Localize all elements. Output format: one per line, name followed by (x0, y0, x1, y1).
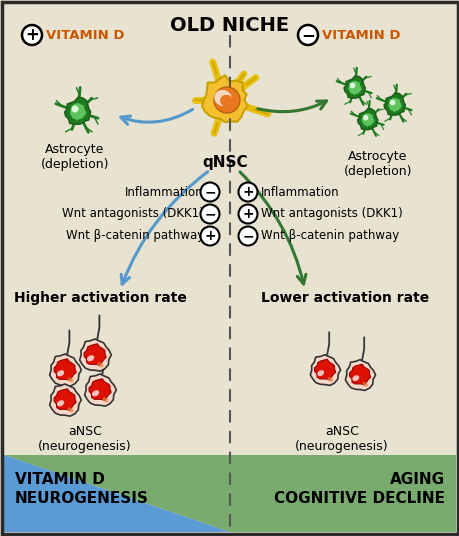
Polygon shape (54, 359, 76, 381)
Circle shape (71, 106, 78, 113)
Text: Higher activation rate: Higher activation rate (13, 291, 186, 305)
Circle shape (200, 227, 219, 245)
Text: Astrocyte
(depletion): Astrocyte (depletion) (41, 143, 109, 171)
Ellipse shape (67, 377, 73, 382)
Text: −: − (204, 207, 215, 221)
Circle shape (238, 182, 257, 202)
Polygon shape (310, 355, 340, 385)
FancyArrowPatch shape (121, 172, 207, 284)
Polygon shape (79, 339, 111, 371)
Polygon shape (65, 97, 90, 124)
Text: Inflammation: Inflammation (125, 185, 203, 198)
Polygon shape (383, 93, 404, 115)
Text: Wnt β-catenin pathway: Wnt β-catenin pathway (260, 229, 398, 242)
Ellipse shape (327, 377, 332, 382)
Text: −: − (300, 26, 314, 44)
Circle shape (200, 182, 219, 202)
Circle shape (238, 205, 257, 224)
Polygon shape (89, 379, 111, 400)
Circle shape (297, 25, 317, 45)
Text: +: + (241, 207, 253, 221)
Polygon shape (50, 384, 81, 416)
Polygon shape (4, 455, 230, 532)
Text: −: − (241, 229, 253, 243)
Polygon shape (347, 81, 361, 95)
Circle shape (238, 227, 257, 245)
Text: VITAMIN D: VITAMIN D (321, 28, 400, 41)
Polygon shape (349, 364, 370, 385)
Text: +: + (204, 229, 215, 243)
Text: VITAMIN D
NEUROGENESIS: VITAMIN D NEUROGENESIS (15, 472, 149, 505)
FancyArrowPatch shape (240, 172, 305, 284)
Circle shape (22, 25, 42, 45)
Polygon shape (54, 389, 76, 411)
Text: qNSC: qNSC (202, 155, 247, 170)
Text: +: + (241, 185, 253, 199)
FancyArrowPatch shape (257, 101, 326, 111)
Circle shape (389, 100, 395, 106)
Ellipse shape (102, 397, 108, 403)
Text: OLD NICHE: OLD NICHE (170, 16, 289, 35)
Text: Lower activation rate: Lower activation rate (260, 291, 428, 305)
Text: aNSC
(neurogenesis): aNSC (neurogenesis) (38, 425, 132, 453)
Polygon shape (50, 354, 81, 386)
Ellipse shape (352, 375, 358, 381)
Polygon shape (4, 455, 455, 532)
Circle shape (200, 205, 219, 224)
Text: +: + (25, 26, 39, 44)
Polygon shape (314, 359, 335, 380)
Ellipse shape (57, 400, 64, 406)
Ellipse shape (87, 355, 94, 361)
Text: Astrocyte
(depletion): Astrocyte (depletion) (343, 150, 411, 178)
Circle shape (362, 115, 368, 121)
Ellipse shape (92, 390, 99, 396)
Ellipse shape (97, 362, 103, 367)
Text: Wnt β-catenin pathway: Wnt β-catenin pathway (66, 229, 203, 242)
Text: −: − (204, 185, 215, 199)
Polygon shape (70, 103, 86, 121)
Ellipse shape (219, 95, 233, 107)
Polygon shape (84, 374, 116, 406)
Polygon shape (387, 98, 401, 112)
Text: AGING
COGNITIVE DECLINE: AGING COGNITIVE DECLINE (274, 472, 444, 505)
Text: Inflammation: Inflammation (260, 185, 339, 198)
Polygon shape (357, 108, 377, 130)
Text: VITAMIN D: VITAMIN D (46, 28, 124, 41)
Ellipse shape (317, 370, 324, 376)
Text: Wnt antagonists (DKK1): Wnt antagonists (DKK1) (62, 207, 203, 220)
Polygon shape (345, 360, 375, 390)
Text: Wnt antagonists (DKK1): Wnt antagonists (DKK1) (260, 207, 402, 220)
Text: aNSC
(neurogenesis): aNSC (neurogenesis) (295, 425, 388, 453)
FancyArrowPatch shape (121, 109, 192, 124)
Circle shape (349, 83, 355, 88)
Polygon shape (202, 76, 247, 122)
Ellipse shape (362, 382, 367, 387)
Ellipse shape (57, 370, 64, 376)
Ellipse shape (67, 407, 73, 412)
Polygon shape (361, 113, 374, 127)
Ellipse shape (213, 90, 231, 106)
Polygon shape (84, 344, 106, 366)
Ellipse shape (213, 87, 240, 113)
Polygon shape (343, 76, 364, 98)
